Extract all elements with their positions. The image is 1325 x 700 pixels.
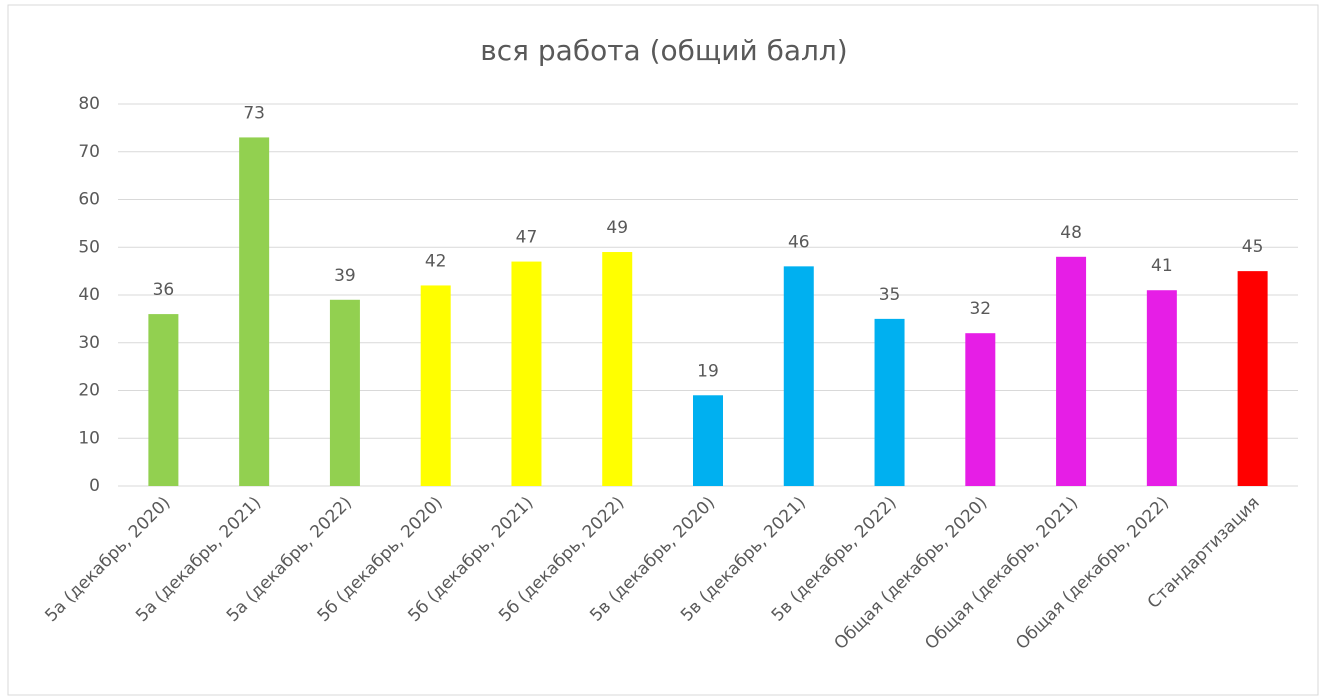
y-tick-label: 30 <box>78 333 100 353</box>
data-label: 42 <box>425 251 447 271</box>
bar <box>602 252 633 486</box>
chart-frame <box>7 4 1319 696</box>
bar <box>1146 290 1177 486</box>
bar <box>965 333 996 486</box>
data-label: 35 <box>879 285 901 305</box>
y-tick-label: 10 <box>78 428 100 448</box>
bar <box>693 395 723 486</box>
y-tick-label: 0 <box>89 476 100 496</box>
data-label: 49 <box>606 218 628 238</box>
bar <box>511 261 542 486</box>
data-label: 47 <box>516 228 538 248</box>
data-label: 73 <box>243 103 265 123</box>
data-label: 48 <box>1060 223 1082 243</box>
y-tick-label: 70 <box>78 142 100 162</box>
bar <box>783 266 814 486</box>
y-tick-label: 50 <box>78 237 100 257</box>
bar <box>148 314 179 486</box>
bar <box>420 285 451 486</box>
data-label: 46 <box>788 232 810 252</box>
bar <box>1237 271 1268 486</box>
bar <box>239 137 270 487</box>
data-label: 45 <box>1242 237 1264 257</box>
bar <box>874 318 905 486</box>
data-label: 32 <box>969 299 991 319</box>
data-label: 19 <box>697 361 719 381</box>
data-label: 36 <box>153 280 175 300</box>
data-label: 39 <box>334 266 356 286</box>
y-tick-label: 60 <box>78 190 100 210</box>
bar <box>1056 256 1087 486</box>
data-label: 41 <box>1151 256 1173 276</box>
chart-title: вся работа (общий балл) <box>480 34 847 67</box>
y-tick-label: 20 <box>78 381 100 401</box>
y-tick-label: 40 <box>78 285 100 305</box>
bar <box>329 299 360 486</box>
y-tick-label: 80 <box>78 94 100 114</box>
